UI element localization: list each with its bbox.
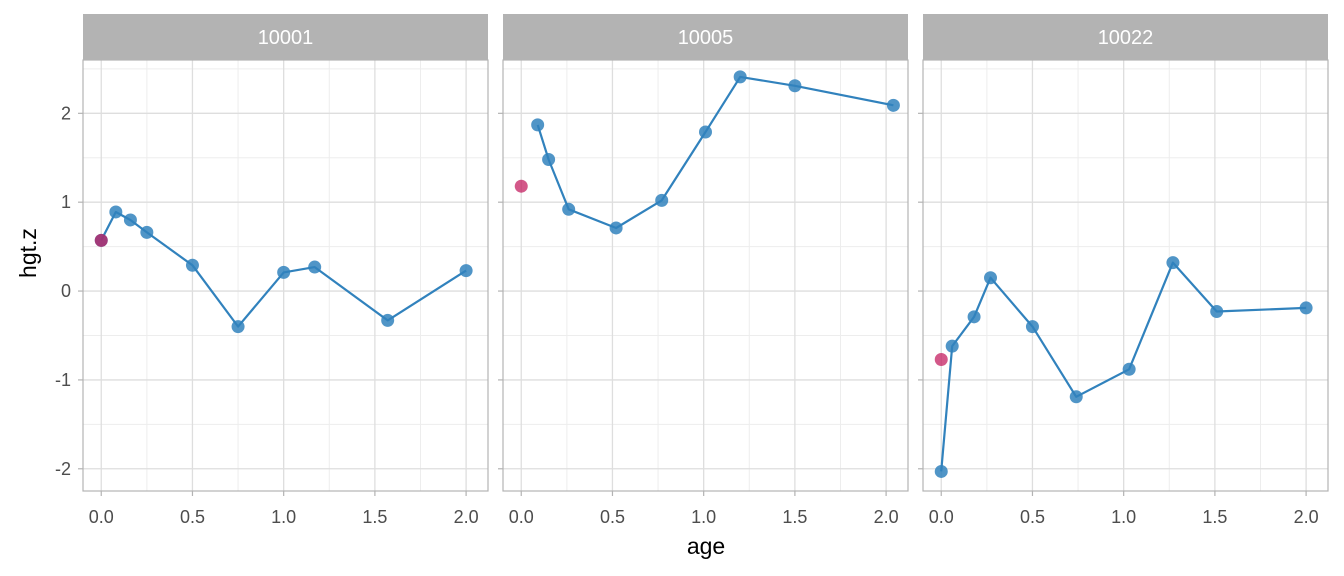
x-tick-label: 1.5 bbox=[1202, 507, 1227, 527]
data-point bbox=[562, 202, 576, 216]
x-tick-label: 1.0 bbox=[691, 507, 716, 527]
data-point bbox=[1069, 390, 1083, 404]
y-tick-label: 2 bbox=[61, 103, 71, 123]
highlight-point bbox=[934, 352, 948, 366]
data-point bbox=[967, 310, 981, 324]
data-point bbox=[459, 264, 473, 278]
y-tick-label: 0 bbox=[61, 281, 71, 301]
panel-background bbox=[503, 60, 908, 491]
data-point bbox=[945, 339, 959, 353]
x-tick-label: 2.0 bbox=[874, 507, 899, 527]
data-point bbox=[542, 153, 556, 167]
facet-strip bbox=[503, 14, 908, 60]
data-point bbox=[1166, 256, 1180, 270]
x-tick-label: 2.0 bbox=[454, 507, 479, 527]
data-point bbox=[609, 221, 623, 235]
y-tick-label: -2 bbox=[55, 459, 71, 479]
y-axis-title: hgt.z bbox=[15, 228, 41, 278]
data-point bbox=[655, 193, 669, 207]
data-point bbox=[1299, 301, 1313, 315]
facet-strip-label: 10022 bbox=[1098, 27, 1154, 49]
data-point bbox=[277, 265, 291, 279]
data-point bbox=[733, 70, 747, 84]
highlight-point bbox=[94, 233, 108, 247]
x-tick-label: 0.0 bbox=[509, 507, 534, 527]
x-tick-label: 1.0 bbox=[271, 507, 296, 527]
facet-panel: 10005 0.0 0.5 1.0 1.5 2.0 bbox=[498, 14, 909, 527]
x-tick-label: 0.5 bbox=[180, 507, 205, 527]
data-point bbox=[1025, 320, 1039, 334]
facet-strip-label: 10001 bbox=[258, 27, 314, 49]
x-tick-label: 2.0 bbox=[1294, 507, 1319, 527]
x-tick-label: 0.0 bbox=[929, 507, 954, 527]
data-point bbox=[140, 225, 154, 239]
data-point bbox=[886, 98, 900, 112]
series-line bbox=[100, 210, 467, 328]
data-point bbox=[934, 464, 948, 478]
x-tick-label: 0.5 bbox=[1020, 507, 1045, 527]
data-point bbox=[984, 271, 997, 285]
data-point bbox=[308, 260, 322, 274]
data-point bbox=[109, 205, 123, 219]
data-point bbox=[381, 313, 395, 327]
x-axis-title: age bbox=[687, 533, 725, 559]
data-point bbox=[699, 125, 712, 139]
facet-panel: 10001 0.0 0.5 1.0 1.5 2.0 -2 -1 0 1 2 bbox=[55, 14, 489, 527]
facet-strip bbox=[83, 14, 488, 60]
x-tick-label: 0.5 bbox=[600, 507, 625, 527]
facet-panel: 10022 0.0 0.5 1.0 1.5 2.0 bbox=[918, 14, 1329, 527]
y-tick-label: -1 bbox=[55, 370, 71, 390]
facet-strip bbox=[923, 14, 1328, 60]
data-point bbox=[123, 213, 137, 227]
x-tick-label: 1.5 bbox=[362, 507, 387, 527]
data-point bbox=[1122, 362, 1136, 376]
panel-background bbox=[923, 60, 1328, 491]
x-tick-label: 1.0 bbox=[1111, 507, 1136, 527]
data-point bbox=[185, 258, 199, 272]
highlight-point bbox=[514, 179, 528, 193]
y-tick-label: 1 bbox=[61, 192, 71, 212]
data-point bbox=[788, 79, 802, 93]
data-point bbox=[231, 320, 245, 334]
facet-strip-label: 10005 bbox=[678, 27, 734, 49]
x-tick-label: 0.0 bbox=[89, 507, 114, 527]
x-tick-label: 1.5 bbox=[782, 507, 807, 527]
facet-panels: 10001 0.0 0.5 1.0 1.5 2.0 -2 -1 0 1 2 10005 0.0 0.5 1.… bbox=[55, 14, 1329, 527]
data-point bbox=[531, 118, 545, 132]
series-line bbox=[940, 261, 1307, 472]
data-point bbox=[1210, 304, 1224, 318]
